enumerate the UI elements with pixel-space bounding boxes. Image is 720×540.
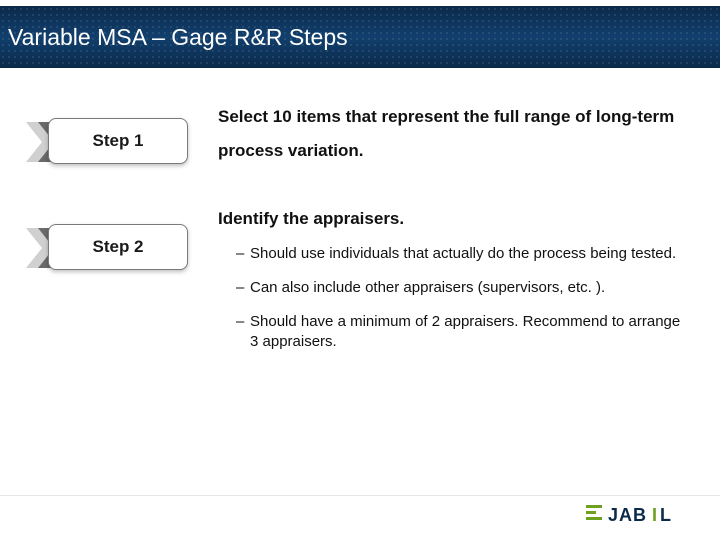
step-description: Identify the appraisers. Should use indi… xyxy=(218,206,720,367)
title-bar: Variable MSA – Gage R&R Steps xyxy=(0,6,720,68)
bullet-item: Should have a minimum of 2 appraisers. R… xyxy=(236,312,690,353)
footer-logo: JAB I L xyxy=(586,502,696,528)
step-main-text: Select 10 items that represent the full … xyxy=(218,100,690,168)
step-label: Step 2 xyxy=(92,237,143,257)
svg-text:JAB: JAB xyxy=(608,505,647,525)
step-row: Step 2 Identify the appraisers. Should u… xyxy=(0,206,720,367)
step-main-text: Identify the appraisers. xyxy=(218,206,690,232)
step-label-badge: Step 1 xyxy=(48,118,188,164)
bullet-item: Should use individuals that actually do … xyxy=(236,244,690,264)
jabil-logo-icon: JAB I L xyxy=(586,502,696,528)
step-badge: Step 1 xyxy=(48,118,188,176)
svg-text:I: I xyxy=(652,505,657,525)
footer-rule xyxy=(0,495,720,496)
step-description: Select 10 items that represent the full … xyxy=(218,100,720,168)
slide-title: Variable MSA – Gage R&R Steps xyxy=(0,24,348,51)
step-label-badge: Step 2 xyxy=(48,224,188,270)
step-row: Step 1 Select 10 items that represent th… xyxy=(0,100,720,176)
bullet-item: Can also include other appraisers (super… xyxy=(236,278,690,298)
slide: Variable MSA – Gage R&R Steps Step 1 Sel… xyxy=(0,0,720,540)
step-badge: Step 2 xyxy=(48,224,188,282)
step-label: Step 1 xyxy=(92,131,143,151)
content-area: Step 1 Select 10 items that represent th… xyxy=(0,100,720,397)
svg-text:L: L xyxy=(660,505,671,525)
bullet-list: Should use individuals that actually do … xyxy=(218,244,690,353)
